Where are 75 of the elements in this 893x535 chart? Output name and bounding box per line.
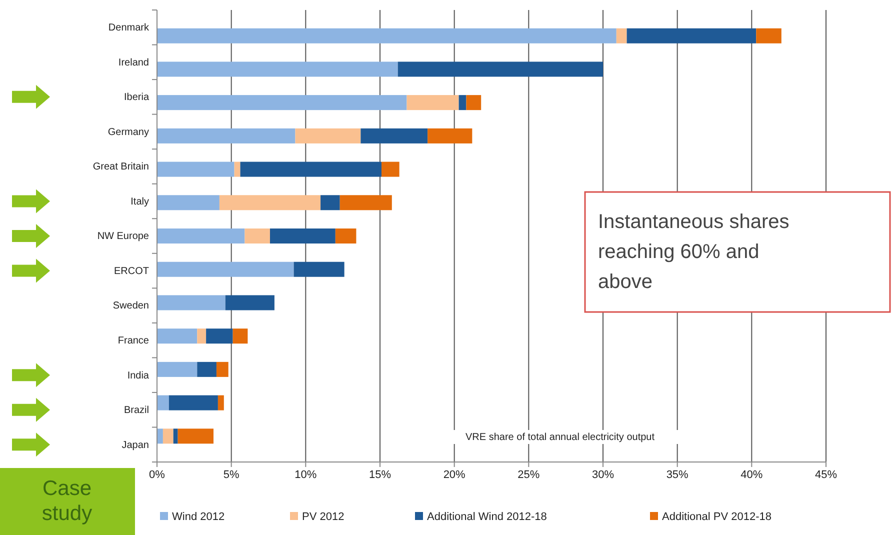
bar <box>626 28 756 44</box>
y-tick-label: Italy <box>130 196 149 208</box>
bar <box>157 128 296 144</box>
y-tick-label: Ireland <box>118 57 149 68</box>
bar <box>157 228 245 244</box>
bar <box>168 395 218 410</box>
y-tick-label: India <box>127 370 150 382</box>
bar <box>197 362 216 377</box>
bar <box>234 162 240 177</box>
bar <box>458 95 466 110</box>
bar <box>218 395 224 410</box>
bar <box>157 162 234 177</box>
legend-label: Wind 2012 <box>172 511 225 523</box>
y-tick-label: France <box>118 336 150 347</box>
bar <box>173 428 178 444</box>
y-tick-label: Brazil <box>124 405 149 416</box>
bar <box>335 228 356 244</box>
annotation: Instantaneous shares reaching 60% and above <box>598 211 790 293</box>
y-tick-label: ERCOT <box>114 266 149 277</box>
note-box: Instantaneous shares reaching 60% and above <box>584 191 891 313</box>
bar <box>197 328 206 344</box>
y-tick-label: Germany <box>108 126 149 138</box>
bar <box>157 195 220 210</box>
bar <box>157 362 198 377</box>
bar <box>398 62 603 77</box>
bar <box>157 262 294 277</box>
bar <box>157 295 226 310</box>
bar <box>157 428 163 444</box>
bar <box>295 128 361 144</box>
bar <box>320 195 340 210</box>
bar <box>270 228 336 244</box>
x-tick-label: 5% <box>223 468 240 481</box>
x-tick-label: 30% <box>592 468 614 481</box>
x-tick-label: 25% <box>518 468 540 481</box>
y-tick-label: NW Europe <box>97 231 150 242</box>
x-tick-label: 20% <box>443 468 466 481</box>
y-tick-label: Sweden <box>112 300 149 312</box>
bar <box>360 128 428 144</box>
bar <box>756 28 782 44</box>
bar <box>340 195 392 210</box>
bar <box>219 195 321 210</box>
bar <box>157 328 198 344</box>
bar <box>157 395 169 410</box>
legend-label: PV 2012 <box>302 511 344 523</box>
bar <box>244 228 270 244</box>
bar <box>294 262 344 277</box>
bar <box>216 362 228 377</box>
bar <box>206 328 233 344</box>
bar <box>178 428 214 444</box>
bar <box>466 95 482 110</box>
bar <box>225 295 274 310</box>
text: Case study <box>42 477 93 525</box>
y-tick-label: Great Britain <box>92 162 149 173</box>
bar <box>232 328 248 344</box>
x-tick-label: 45% <box>814 468 838 481</box>
x-tick-label: 10% <box>294 468 317 481</box>
bar <box>157 28 616 44</box>
bar <box>406 95 459 110</box>
x-tick-label: 0% <box>149 468 166 481</box>
y-tick-label: Japan <box>122 440 149 451</box>
x-tick-label: 15% <box>368 468 392 481</box>
legend-label: Additional Wind 2012-18 <box>427 511 547 523</box>
x-axis-title: VRE share of total annual electricity output <box>466 432 655 443</box>
bar <box>240 162 382 177</box>
y-tick-label: Denmark <box>108 22 150 34</box>
x-tick-label: 35% <box>666 468 689 481</box>
bar <box>381 162 400 177</box>
legend-label: Additional PV 2012-18 <box>662 511 772 523</box>
bar <box>162 428 174 444</box>
x-tick-label: 40% <box>740 468 763 481</box>
bar <box>157 95 407 110</box>
bar <box>428 128 472 144</box>
y-tick-label: Iberia <box>124 92 150 104</box>
bar <box>616 28 627 44</box>
bar <box>157 62 398 77</box>
